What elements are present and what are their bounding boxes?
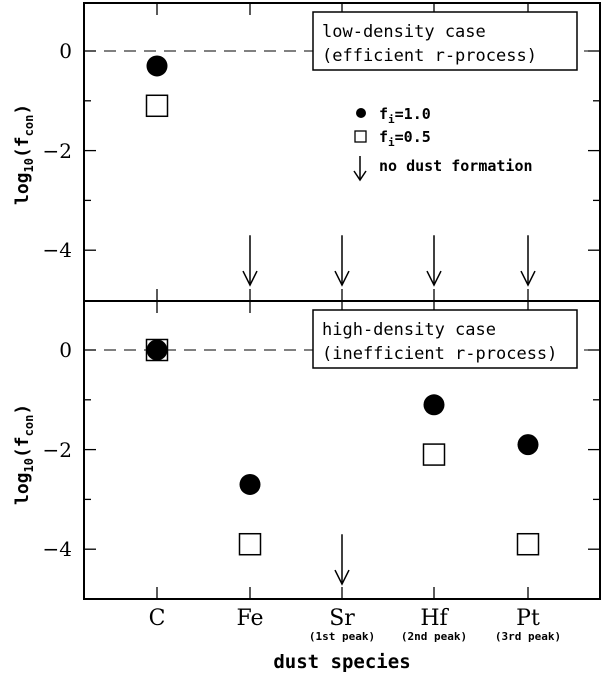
bottom-ytick-label-0: 0: [59, 338, 72, 362]
bottom-case-label-line2: (inefficient r-process): [322, 344, 557, 364]
bottom-point-filled-Hf: [424, 394, 445, 415]
top-point-filled-C: [147, 55, 168, 76]
top-no-dust-arrow-Sr: [335, 235, 349, 285]
top-case-label-line1: low-density case: [322, 22, 486, 42]
top-ytick-label-0: 0: [59, 39, 72, 63]
xtick-label-Fe: Fe: [236, 606, 263, 631]
xtick-label-Sr: Sr: [329, 606, 355, 631]
top-ytick-label-m4: −4: [43, 238, 72, 262]
xtick-sublabel-Hf: (2nd peak): [401, 630, 467, 643]
top-case-label-line2: (efficient r-process): [322, 46, 537, 66]
top-point-open-C: [147, 95, 168, 116]
bottom-point-filled-Fe: [240, 474, 261, 495]
top-ylabel: log10(fcon): [12, 104, 36, 205]
xtick-sublabel-Pt: (3rd peak): [495, 630, 561, 643]
bottom-case-label-line1: high-density case: [322, 320, 496, 340]
bottom-point-open-Fe: [240, 534, 261, 555]
top-no-dust-arrow-Pt: [521, 235, 535, 285]
bottom-ytick-label-m4: −4: [43, 537, 72, 561]
xaxis-label: dust species: [273, 651, 410, 673]
bottom-point-filled-C: [147, 340, 168, 361]
xtick-label-Hf: Hf: [420, 606, 449, 631]
legend-filled-circle-icon: [356, 108, 366, 118]
bottom-point-open-Hf: [424, 444, 445, 465]
legend-open-square-icon: [355, 131, 366, 142]
bottom-point-open-Pt: [518, 534, 539, 555]
xtick-sublabel-Sr: (1st peak): [309, 630, 375, 643]
bottom-ylabel: log10(fcon): [12, 404, 36, 505]
xtick-label-C: C: [149, 606, 166, 631]
legend: fi=1.0 fi=0.5 no dust formation: [354, 105, 533, 180]
legend-item-2: fi=0.5: [379, 128, 431, 149]
bottom-no-dust-arrow-Sr: [335, 534, 349, 584]
legend-down-arrow-icon: [354, 156, 366, 180]
xtick-label-Pt: Pt: [516, 606, 540, 631]
bottom-ytick-label-m2: −2: [43, 438, 72, 462]
bottom-point-filled-Pt: [518, 434, 539, 455]
top-no-dust-arrow-Hf: [427, 235, 441, 285]
legend-item-1: fi=1.0: [379, 105, 431, 126]
legend-item-3: no dust formation: [379, 157, 533, 175]
top-no-dust-arrow-Fe: [243, 235, 257, 285]
top-ytick-label-m2: −2: [43, 139, 72, 163]
